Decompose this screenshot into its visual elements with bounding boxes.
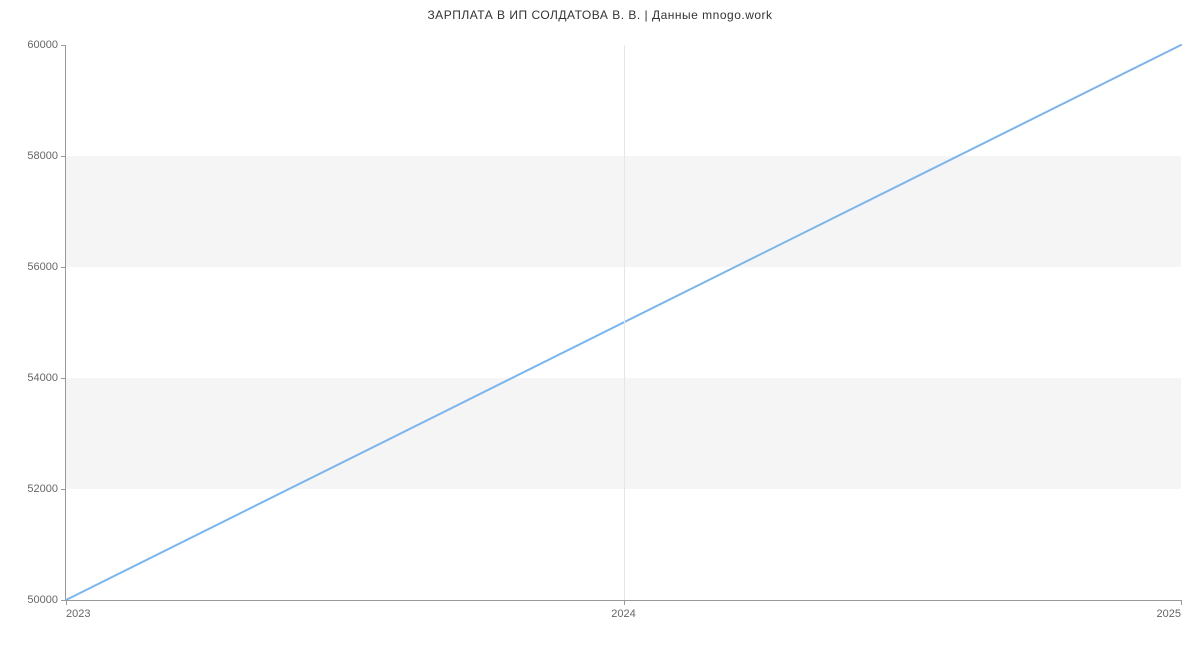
chart-title: ЗАРПЛАТА В ИП СОЛДАТОВА В. В. | Данные m…	[0, 8, 1200, 22]
y-tick-mark	[61, 45, 66, 46]
plot-area: 5000052000540005600058000600002023202420…	[65, 45, 1181, 601]
salary-chart: ЗАРПЛАТА В ИП СОЛДАТОВА В. В. | Данные m…	[0, 0, 1200, 650]
x-tick-label: 2025	[1157, 600, 1181, 620]
y-tick-mark	[61, 267, 66, 268]
x-tick-mark	[624, 600, 625, 605]
x-tick-mark	[66, 600, 67, 605]
x-tick-mark	[1181, 600, 1182, 605]
y-tick-mark	[61, 489, 66, 490]
gridline	[624, 45, 625, 600]
y-tick-mark	[61, 378, 66, 379]
x-tick-label: 2023	[66, 600, 90, 620]
y-tick-mark	[61, 156, 66, 157]
